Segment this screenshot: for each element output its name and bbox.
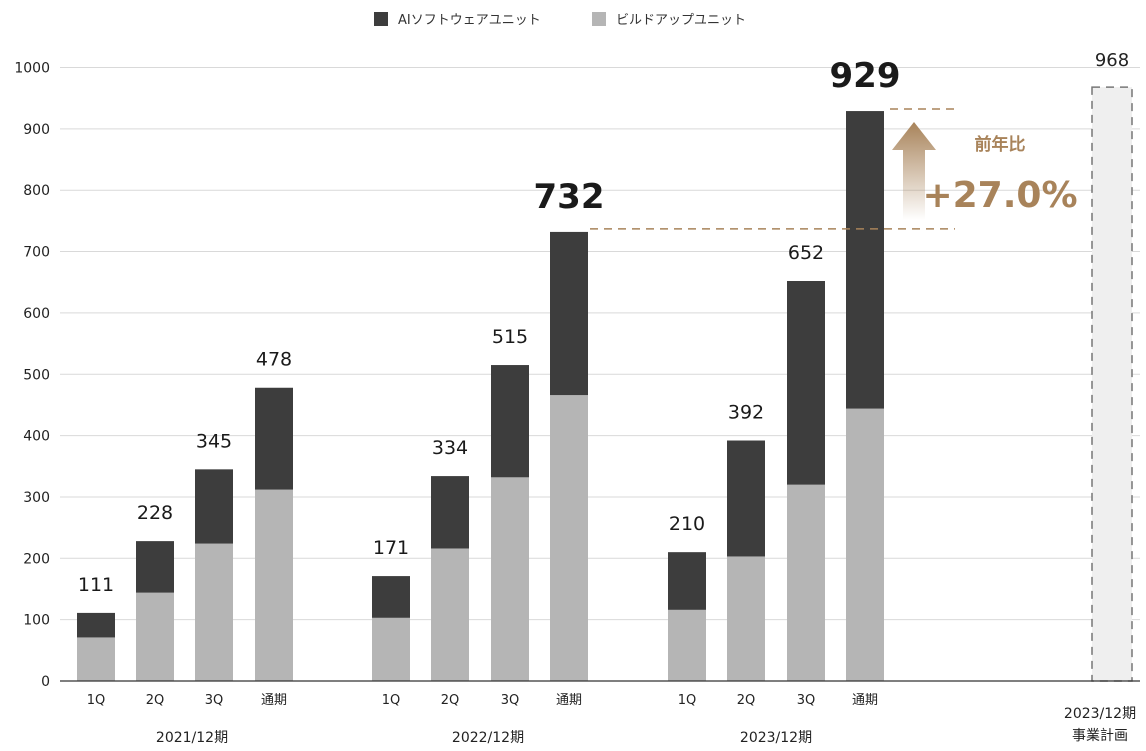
bar-ai-software [727, 440, 765, 557]
y-tick-label: 500 [23, 367, 50, 383]
legend-label: ビルドアップユニット [616, 13, 746, 28]
bar-ai-software [668, 552, 706, 610]
y-tick-label: 700 [23, 245, 50, 261]
x-tick-label: 通期 [852, 693, 878, 708]
y-tick-label: 400 [23, 429, 50, 445]
bar-buildup [727, 556, 765, 681]
y-tick-label: 100 [23, 613, 50, 629]
group-label-plan-line2: 事業計画 [1072, 728, 1128, 744]
bar-ai-software [255, 387, 293, 490]
bar-buildup [77, 637, 115, 681]
data-label-total: 652 [788, 242, 824, 264]
bar-buildup [372, 617, 410, 681]
data-label-total: 228 [137, 502, 173, 524]
bar-buildup [491, 477, 529, 681]
x-tick-label: 1Q [87, 693, 106, 708]
y-tick-label: 0 [41, 674, 50, 690]
bar-buildup [668, 609, 706, 681]
x-tick-label: 2Q [441, 693, 460, 708]
plan-bar [1091, 86, 1133, 682]
data-label-total: 478 [256, 349, 292, 371]
x-tick-label: 3Q [205, 693, 224, 708]
y-tick-label: 1000 [14, 61, 50, 77]
bar-buildup [846, 408, 884, 681]
bar-ai-software [550, 231, 588, 396]
bar-ai-software [372, 576, 410, 618]
bar-ai-software [195, 469, 233, 544]
data-label-total: 392 [728, 402, 764, 424]
yoy-value: +27.0% [922, 175, 1077, 216]
bar-ai-software [136, 541, 174, 593]
group-label: 2023/12期 [740, 730, 812, 746]
group-label: 2021/12期 [156, 730, 228, 746]
x-tick-label: 2Q [146, 693, 165, 708]
x-tick-label: 3Q [797, 693, 816, 708]
data-label-total-highlight: 929 [830, 56, 901, 96]
group-label-plan-line1: 2023/12期 [1064, 706, 1136, 722]
bar-buildup [136, 592, 174, 681]
x-tick-label: 通期 [556, 693, 582, 708]
bar-ai-software [431, 476, 469, 549]
bar-ai-software [77, 612, 115, 638]
data-label-total-highlight: 732 [534, 177, 605, 217]
legend-swatch [374, 12, 388, 26]
group-label: 2022/12期 [452, 730, 524, 746]
bar-buildup [550, 395, 588, 681]
y-tick-label: 200 [23, 551, 50, 567]
bar-ai-software [491, 365, 529, 478]
data-label-total: 515 [492, 326, 528, 348]
y-tick-label: 900 [23, 122, 50, 138]
bar-ai-software [846, 111, 884, 409]
y-tick-label: 800 [23, 183, 50, 199]
bar-buildup [431, 548, 469, 681]
x-tick-label: 2Q [737, 693, 756, 708]
yoy-label: 前年比 [975, 134, 1026, 155]
bar-ai-software [787, 280, 825, 485]
legend-label: AIソフトウェアユニット [398, 13, 541, 28]
data-label-total: 345 [196, 430, 232, 452]
x-tick-label: 通期 [261, 693, 287, 708]
data-label-total: 210 [669, 513, 705, 535]
x-tick-label: 1Q [382, 693, 401, 708]
x-tick-label: 1Q [678, 693, 697, 708]
data-label-total: 171 [373, 537, 409, 559]
bar-buildup [195, 543, 233, 681]
bar-buildup [787, 484, 825, 681]
y-tick-label: 300 [23, 490, 50, 506]
data-label-plan: 968 [1095, 50, 1129, 71]
legend-swatch [592, 12, 606, 26]
y-tick-label: 600 [23, 306, 50, 322]
data-label-total: 334 [432, 437, 468, 459]
bar-buildup [255, 489, 293, 681]
data-label-total: 111 [78, 574, 114, 596]
x-tick-label: 3Q [501, 693, 520, 708]
growth-arrow-icon [892, 122, 936, 220]
